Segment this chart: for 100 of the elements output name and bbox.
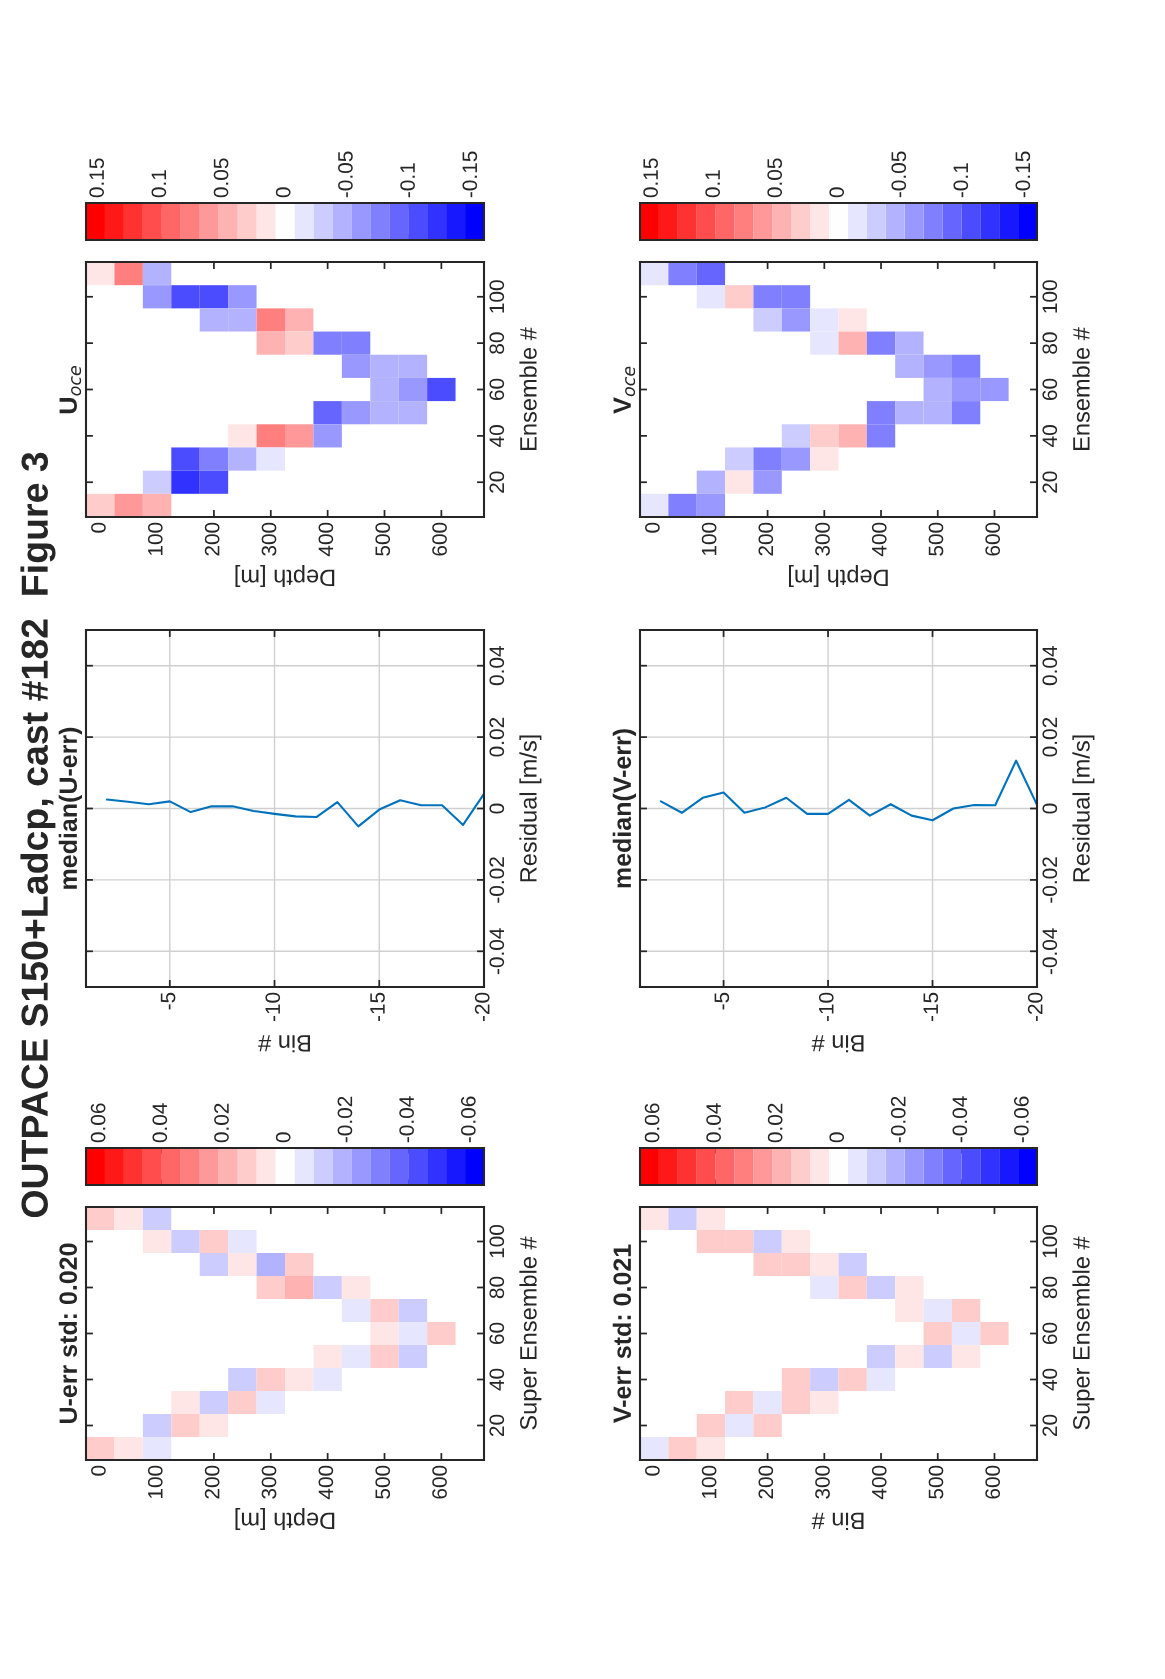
color-bar-label: -0.04 — [952, 1096, 968, 1143]
color-bar-label: 0.06 — [90, 1103, 106, 1143]
color-bar-label: 0 — [829, 1132, 845, 1143]
color-bar-label: 0.15 — [643, 158, 658, 198]
x-tick-label: 500 — [375, 522, 391, 556]
x-tick-label: 200 — [204, 522, 220, 556]
text: OUTPACE S150+Ladcp, cast #182 Figure 3 — [20, 452, 56, 1218]
x-tick-label: 0 — [645, 522, 660, 533]
x-tick-label: 500 — [928, 1465, 944, 1499]
x-tick-label: -5 — [714, 992, 730, 1010]
color-bar-label: 0.1 — [705, 170, 721, 198]
y-tick-label: 40 — [489, 425, 505, 447]
y-tick-label: -0.04 — [489, 928, 505, 975]
color-bar-label: 0.02 — [214, 1103, 229, 1143]
y-tick-label: 0.04 — [489, 646, 505, 686]
x-axis-title: Bin # — [811, 1512, 864, 1530]
x-tick-label: -5 — [160, 992, 176, 1010]
x-tick-label: 300 — [261, 522, 277, 556]
y-tick-label: 100 — [1042, 280, 1058, 313]
x-tick-label: 300 — [815, 522, 830, 556]
x-tick-label: 200 — [758, 1465, 774, 1499]
y-axis-title: Ensemble # — [1072, 327, 1090, 450]
color-bar-label: -0.1 — [400, 163, 415, 198]
y-tick-label: 80 — [1042, 332, 1058, 354]
x-tick-label: -10 — [818, 992, 834, 1022]
color-bar-label: 0 — [829, 187, 845, 198]
x-axis-title: Depth [m] — [235, 564, 335, 587]
x-tick-label: -20 — [474, 992, 490, 1022]
color-bar-label: 0.06 — [644, 1103, 660, 1143]
x-tick-label: -15 — [923, 992, 939, 1022]
x-tick-label: 600 — [985, 1465, 1001, 1499]
y-tick-label: 60 — [489, 1322, 505, 1345]
y-tick-label: 20 — [1042, 1414, 1058, 1437]
text: U-err std: 0.020 — [58, 1243, 78, 1423]
color-bar-label: -0.06 — [1013, 1096, 1029, 1143]
x-tick-label: -20 — [1027, 992, 1043, 1022]
color-bar-label: 0.05 — [767, 158, 783, 198]
x-tick-label: 600 — [432, 1465, 447, 1499]
y-axis-title: Super Ensemble # — [1072, 1236, 1095, 1430]
x-tick-label: 600 — [432, 522, 447, 556]
y-tick-label: 40 — [1042, 1368, 1058, 1391]
y-axis-title: Residual [m/s] — [1072, 735, 1095, 882]
y-tick-label: 0.02 — [1042, 717, 1058, 757]
x-tick-label: 100 — [147, 522, 163, 556]
color-bar-label: -0.15 — [462, 151, 478, 198]
y-tick-label: -0.02 — [1042, 857, 1058, 903]
y-tick-label: 60 — [489, 378, 505, 401]
y-tick-label: 80 — [489, 1276, 505, 1299]
line-series — [659, 759, 1037, 822]
color-bar-label: -0.06 — [460, 1096, 476, 1143]
text: median(U-err) — [58, 727, 83, 889]
x-tick-label: -10 — [265, 992, 281, 1022]
y-axis-title: Ensemble # — [519, 327, 537, 450]
x-tick-label: 300 — [261, 1465, 277, 1499]
x-tick-label: 300 — [815, 1465, 830, 1499]
text: V-err std: 0.021 — [612, 1244, 632, 1423]
x-tick-label: 100 — [701, 1465, 717, 1499]
color-bar-label: -0.04 — [399, 1096, 414, 1143]
x-tick-label: 400 — [318, 1465, 334, 1500]
x-axis-title: Depth [m] — [235, 1507, 335, 1530]
y-tick-label: 60 — [1042, 1322, 1058, 1345]
y-axis-title: Super Ensemble # — [519, 1236, 542, 1430]
color-bar-label: 0.05 — [213, 158, 229, 198]
y-axis-title: Residual [m/s] — [519, 735, 542, 882]
color-bar-label: 0.04 — [152, 1103, 168, 1143]
color-bar-label: -0.05 — [338, 151, 353, 198]
text: median(V-err) — [612, 729, 637, 888]
color-bar-label: -0.02 — [337, 1096, 353, 1143]
text: V$_{oce}$ — [613, 366, 636, 414]
line-series — [105, 792, 484, 828]
color-bar-label: -0.1 — [953, 163, 969, 198]
y-tick-label: 0.02 — [489, 717, 505, 757]
y-tick-label: 100 — [489, 280, 505, 313]
x-tick-label: 0 — [645, 1465, 660, 1476]
x-tick-label: 200 — [204, 1465, 220, 1499]
y-tick-label: 60 — [1042, 378, 1058, 401]
color-bar-label: -0.02 — [890, 1096, 906, 1143]
x-tick-label: 400 — [871, 1465, 887, 1500]
text: U$_{oce}$ — [59, 366, 82, 414]
color-bar-label: 0 — [275, 1132, 291, 1143]
x-tick-label: 400 — [871, 522, 887, 557]
y-tick-label: 0 — [489, 803, 505, 814]
x-axis-title: Bin # — [258, 1035, 310, 1053]
y-tick-label: 80 — [1042, 1276, 1058, 1299]
y-tick-label: 40 — [489, 1368, 505, 1391]
x-tick-label: 100 — [701, 522, 717, 556]
color-bar-label: 0.02 — [767, 1103, 783, 1143]
x-tick-label: 0 — [91, 1465, 106, 1476]
y-tick-label: 100 — [489, 1224, 505, 1258]
y-tick-label: 40 — [1042, 425, 1058, 447]
x-axis-title: Depth [m] — [789, 564, 888, 587]
y-tick-label: 0.04 — [1042, 646, 1058, 686]
x-tick-label: 500 — [375, 1465, 391, 1499]
color-bar-label: -0.05 — [891, 151, 907, 198]
x-axis-title: Bin # — [811, 1035, 864, 1053]
x-tick-label: 100 — [147, 1465, 163, 1499]
color-bar-label: 0 — [275, 187, 291, 198]
x-tick-label: 0 — [91, 522, 106, 533]
y-tick-label: 100 — [1042, 1224, 1058, 1258]
color-bar-label: 0.04 — [706, 1103, 721, 1143]
